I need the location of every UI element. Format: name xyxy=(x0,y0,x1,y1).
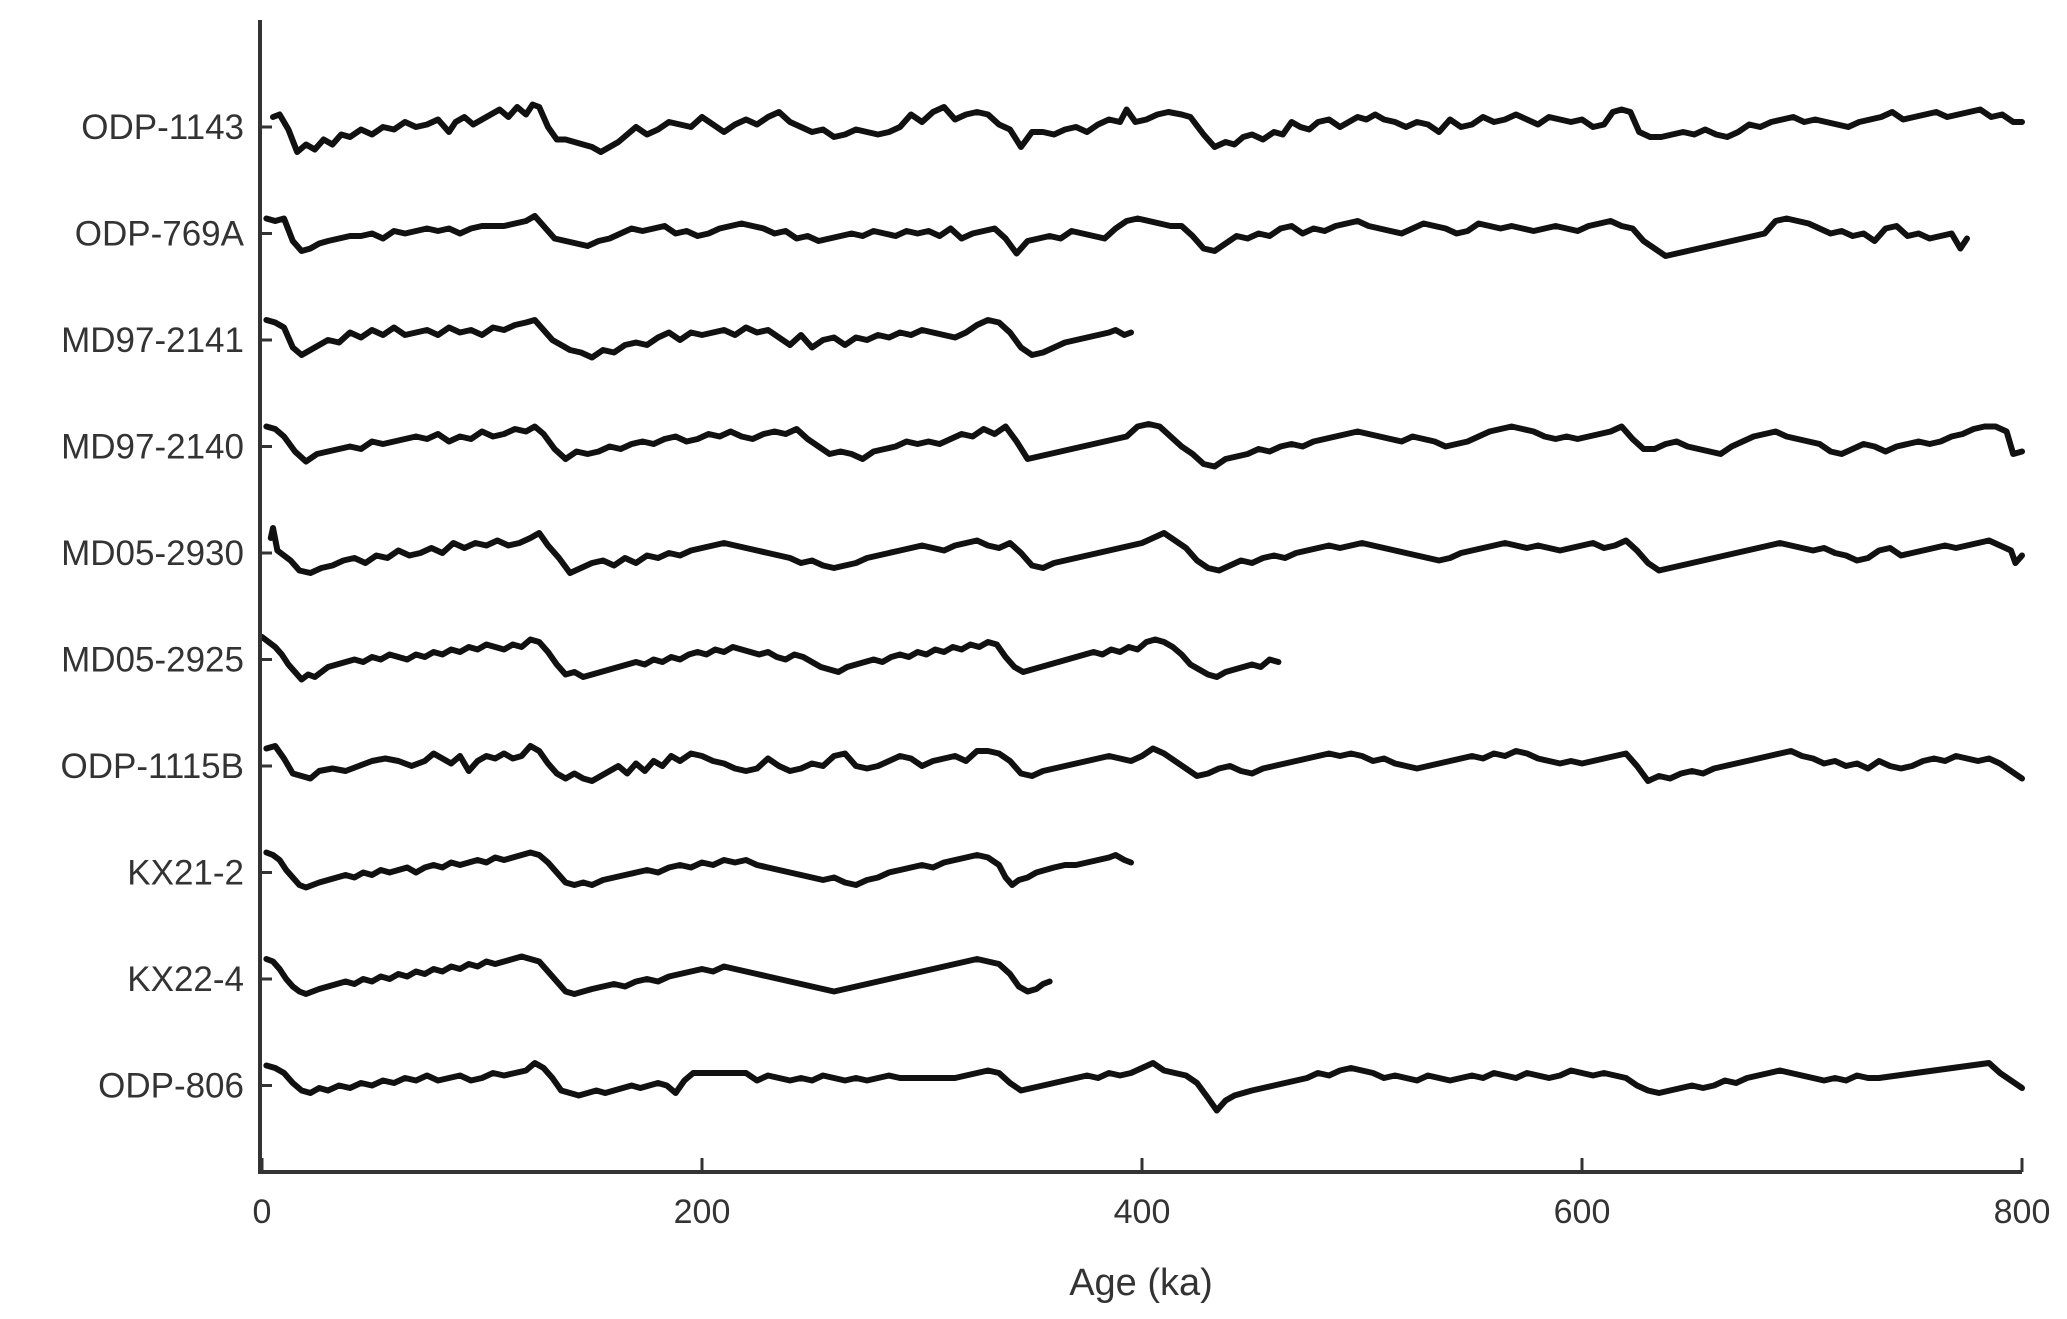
series-label: ODP-806 xyxy=(98,1067,244,1106)
series-line-md97-2140 xyxy=(263,421,2025,470)
series-label: MD97-2140 xyxy=(61,428,244,467)
x-tick-label: 800 xyxy=(1994,1193,2051,1231)
series-line-odp-1115b xyxy=(263,743,2025,784)
x-tick-label: 0 xyxy=(253,1193,272,1231)
series-label: MD05-2930 xyxy=(61,534,244,573)
x-tick-label: 600 xyxy=(1554,1193,1611,1231)
x-tick-label: 400 xyxy=(1114,1193,1171,1231)
series-line-md05-2925 xyxy=(259,634,1282,683)
series-layer xyxy=(259,101,2025,1114)
series-line-kx21-2 xyxy=(263,849,1134,891)
series-label: ODP-1143 xyxy=(81,108,244,147)
series-line-odp-806 xyxy=(263,1060,2025,1114)
series-label: KX21-2 xyxy=(127,854,244,893)
series-line-kx22-4 xyxy=(263,953,1053,997)
series-line-md05-2930 xyxy=(267,525,2025,576)
x-axis-title: Age (ka) xyxy=(1069,1262,1213,1304)
series-line-odp-1143 xyxy=(270,101,2025,155)
series-line-md97-2141 xyxy=(263,317,1134,361)
series-line-odp-769a xyxy=(263,213,1970,259)
category-labels: ODP-1143 ODP-769A MD97-2141 MD97-2140 MD05-2… xyxy=(60,108,272,1106)
x-tick-label: 200 xyxy=(674,1193,731,1231)
series-label: ODP-1115B xyxy=(60,747,244,786)
series-label: MD05-2925 xyxy=(61,641,244,680)
series-label: KX22-4 xyxy=(127,960,244,999)
x-axis-ticks: 0 200 400 600 800 xyxy=(253,1158,2051,1231)
series-label: ODP-769A xyxy=(75,215,245,254)
series-label: MD97-2141 xyxy=(61,321,244,360)
